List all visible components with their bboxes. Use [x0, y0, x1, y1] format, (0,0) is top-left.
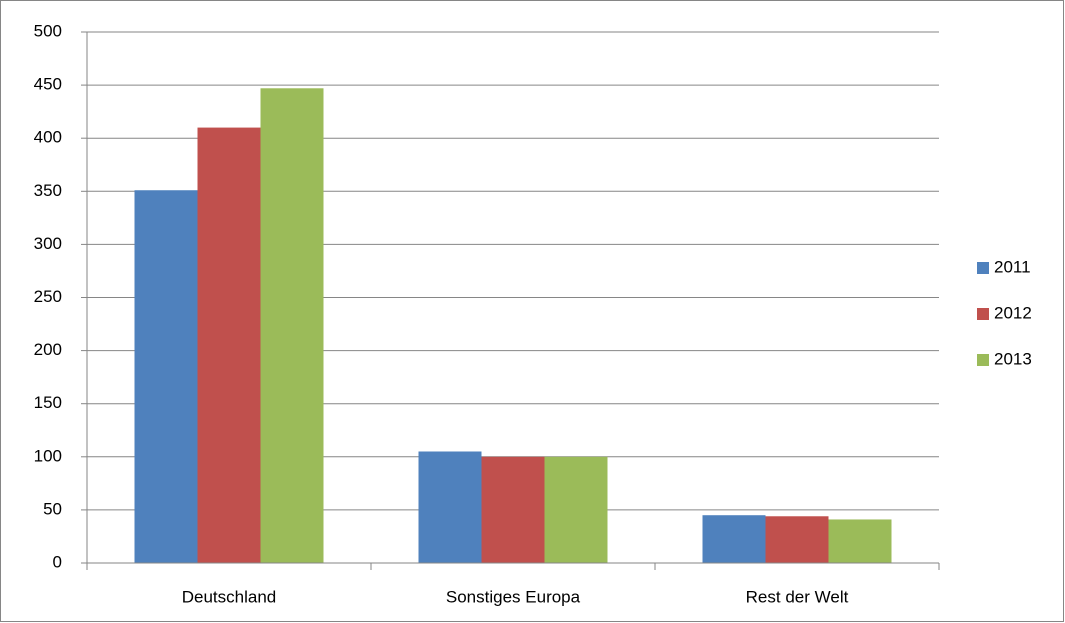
legend-label: 2011 — [994, 257, 1031, 276]
y-tick-label: 400 — [34, 128, 62, 147]
y-tick-label: 450 — [34, 75, 62, 94]
bar — [765, 516, 829, 563]
legend-swatch — [977, 308, 989, 320]
x-tick-label: Deutschland — [182, 587, 277, 606]
y-tick-label: 100 — [34, 446, 62, 465]
legend-swatch — [977, 354, 989, 366]
bar — [481, 456, 545, 563]
bar — [418, 451, 482, 563]
bar — [544, 456, 608, 563]
x-tick-label: Sonstiges Europa — [446, 587, 581, 606]
y-tick-label: 0 — [53, 552, 62, 571]
bar — [197, 127, 261, 563]
bar — [828, 519, 892, 563]
x-tick-label: Rest der Welt — [746, 587, 849, 606]
y-tick-label: 50 — [43, 499, 62, 518]
y-tick-label: 250 — [34, 287, 62, 306]
bar — [134, 190, 198, 563]
y-tick-label: 150 — [34, 393, 62, 412]
legend-label: 2013 — [994, 349, 1032, 368]
bar — [260, 88, 324, 563]
y-tick-label: 300 — [34, 234, 62, 253]
legend-label: 2012 — [994, 303, 1032, 322]
y-tick-label: 500 — [34, 21, 62, 40]
y-tick-label: 350 — [34, 181, 62, 200]
bar — [702, 515, 766, 563]
y-tick-label: 200 — [34, 340, 62, 359]
legend-swatch — [977, 262, 989, 274]
